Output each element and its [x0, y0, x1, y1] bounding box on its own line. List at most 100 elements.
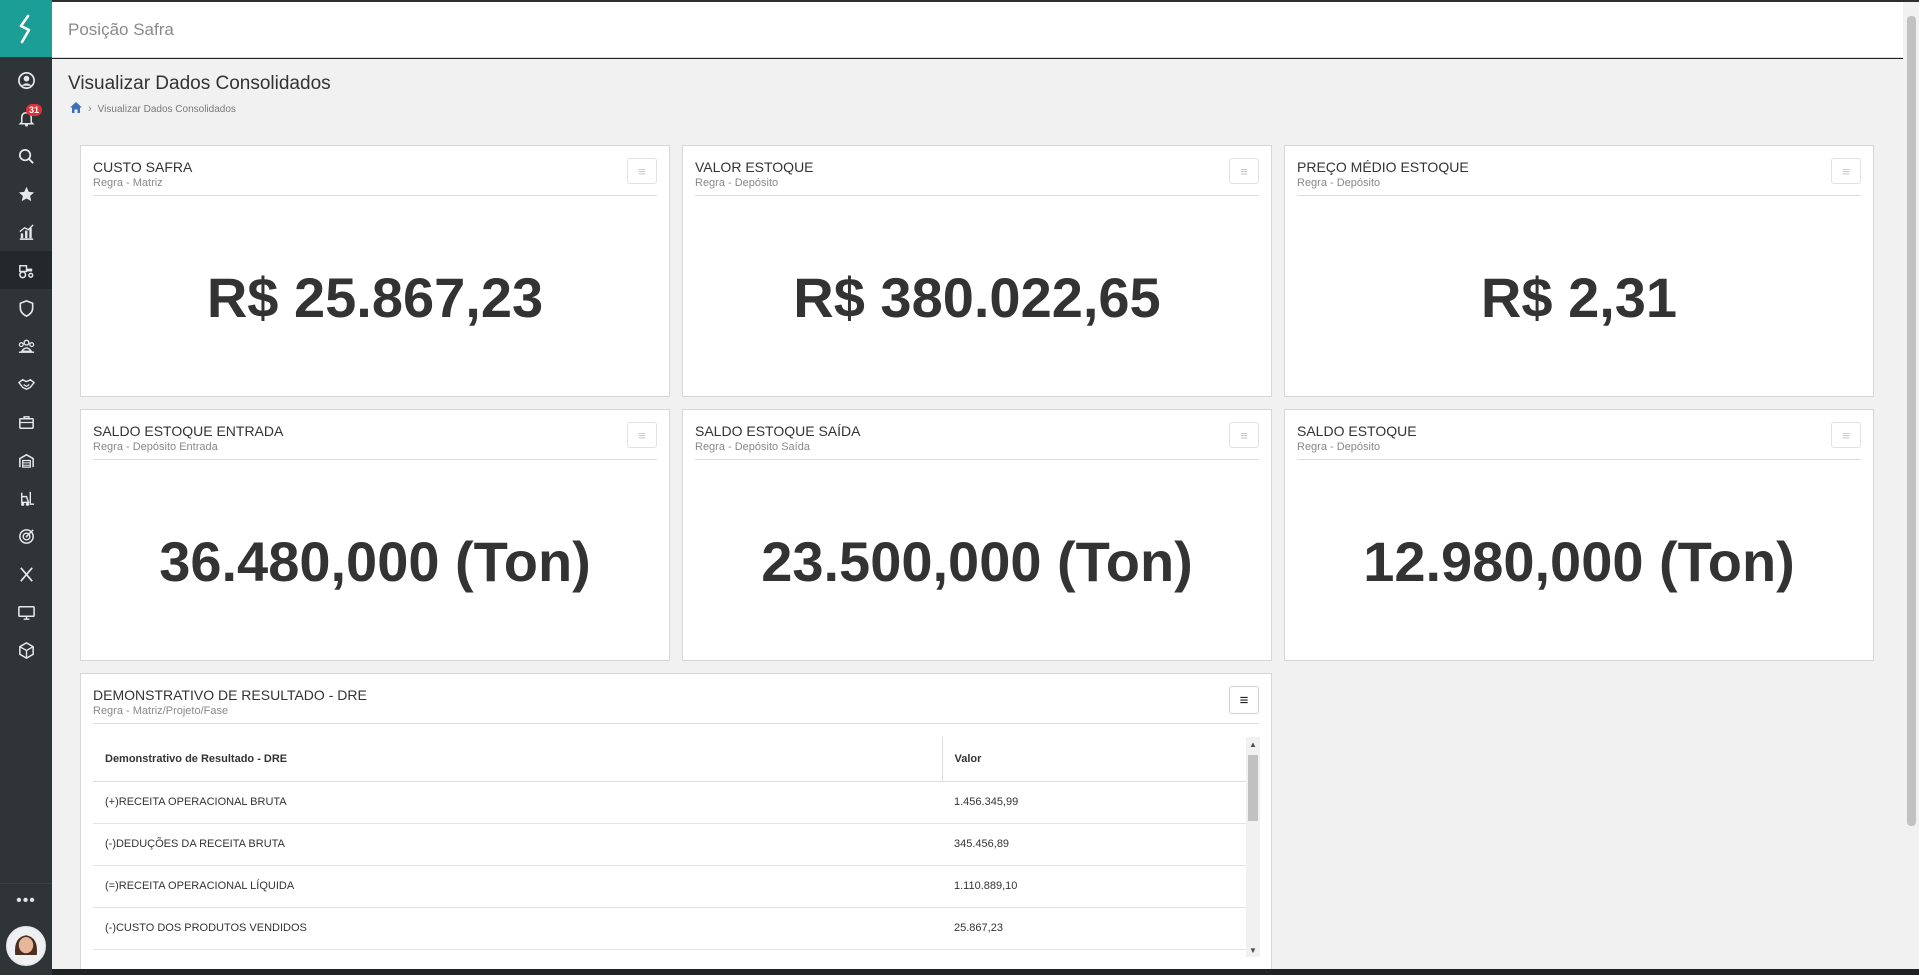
card-value: R$ 25.867,23: [206, 266, 544, 329]
card-title: PREÇO MÉDIO ESTOQUE: [1297, 159, 1469, 175]
sidebar-item-notifications[interactable]: 31: [0, 99, 52, 137]
card-menu-button[interactable]: ≡: [627, 422, 657, 448]
sidebar: 31: [0, 0, 52, 975]
chevron-right-icon: ›: [88, 103, 92, 115]
card-subtitle: Regra - Depósito Saída: [695, 441, 810, 453]
hamburger-icon: ≡: [1842, 163, 1850, 179]
scrollbar-thumb[interactable]: [1248, 755, 1258, 821]
home-icon[interactable]: [70, 102, 82, 116]
row-value: 1.456.345,99: [942, 781, 1250, 824]
card-value: 23.500,000 (Ton): [761, 530, 1193, 593]
sidebar-item-profile[interactable]: [0, 61, 52, 99]
sidebar-item-team[interactable]: [0, 327, 52, 365]
card-menu-button[interactable]: ≡: [1229, 686, 1259, 714]
card-title: DEMONSTRATIVO DE RESULTADO - DRE: [93, 687, 367, 703]
page-title: Visualizar Dados Consolidados: [68, 73, 331, 94]
card-title: VALOR ESTOQUE: [695, 159, 814, 175]
sidebar-item-x[interactable]: [0, 555, 52, 593]
card-title: SALDO ESTOQUE ENTRADA: [93, 423, 284, 439]
card-title: SALDO ESTOQUE SAÍDA: [695, 423, 861, 439]
card-preco-medio-estoque: PREÇO MÉDIO ESTOQUE Regra - Depósito ≡ R…: [1284, 145, 1874, 397]
card-header: PREÇO MÉDIO ESTOQUE Regra - Depósito: [1297, 158, 1861, 196]
card-menu-button[interactable]: ≡: [1831, 422, 1861, 448]
card-value: 12.980,000 (Ton): [1363, 530, 1795, 593]
sidebar-item-security[interactable]: [0, 289, 52, 327]
dre-table: Demonstrativo de Resultado - DRE Valor (…: [93, 737, 1250, 950]
brand-s-logo-icon[interactable]: [0, 0, 52, 57]
tractor-icon: [18, 264, 33, 278]
card-subtitle: Regra - Matriz/Projeto/Fase: [93, 705, 229, 717]
card-header: SALDO ESTOQUE ENTRADA Regra - Depósito E…: [93, 422, 657, 460]
sidebar-item-safra[interactable]: [0, 251, 52, 289]
main-content: Visualizar Dados Consolidados › Visualiz…: [52, 59, 1903, 969]
cube-icon: [18, 641, 34, 659]
card-subtitle: Regra - Depósito Entrada: [93, 441, 218, 453]
table-scrollbar[interactable]: ▲ ▼: [1246, 737, 1260, 957]
hamburger-icon: ≡: [1842, 427, 1850, 443]
hamburger-icon: ≡: [1240, 427, 1248, 443]
sidebar-item-favorites[interactable]: [0, 175, 52, 213]
silo-icon: [18, 453, 34, 468]
hamburger-icon: ≡: [638, 427, 646, 443]
card-menu-button[interactable]: ≡: [1229, 422, 1259, 448]
hamburger-icon: ≡: [638, 163, 646, 179]
group-icon: [18, 339, 34, 353]
row-value: 25.867,23: [942, 907, 1250, 950]
card-subtitle: Regra - Depósito: [1297, 177, 1381, 189]
handshake-icon: [17, 378, 35, 390]
dre-table-container[interactable]: Demonstrativo de Resultado - DRE Valor (…: [93, 737, 1250, 969]
card-menu-button[interactable]: ≡: [1229, 158, 1259, 184]
notification-badge: 31: [26, 104, 43, 116]
card-dre: DEMONSTRATIVO DE RESULTADO - DRE Regra -…: [80, 673, 1272, 969]
sidebar-item-contracts[interactable]: [0, 365, 52, 403]
table-row[interactable]: (-)DEDUÇÕES DA RECEITA BRUTA 345.456,89: [93, 823, 1250, 866]
sidebar-item-business[interactable]: [0, 403, 52, 441]
sidebar-item-modules[interactable]: [0, 631, 52, 669]
table-header-row: Demonstrativo de Resultado - DRE Valor: [93, 737, 1250, 782]
card-subtitle: Regra - Depósito: [1297, 441, 1381, 453]
card-value: R$ 2,31: [1480, 266, 1678, 329]
column-header[interactable]: Valor: [941, 737, 1250, 782]
window-scrollbar-thumb[interactable]: [1907, 16, 1916, 826]
window-scrollbar[interactable]: [1903, 2, 1919, 969]
chart-icon: [18, 223, 34, 240]
sidebar-item-logistics[interactable]: [0, 479, 52, 517]
sidebar-item-monitor[interactable]: [0, 593, 52, 631]
card-header: DEMONSTRATIVO DE RESULTADO - DRE Regra -…: [93, 686, 1259, 724]
breadcrumb-current: Visualizar Dados Consolidados: [97, 103, 236, 115]
hamburger-icon: ≡: [1239, 691, 1249, 709]
scroll-up-icon[interactable]: ▲: [1249, 739, 1257, 749]
sidebar-item-reports[interactable]: [0, 213, 52, 251]
card-subtitle: Regra - Matriz: [93, 177, 163, 189]
user-avatar[interactable]: [0, 917, 52, 975]
sidebar-item-goals[interactable]: [0, 517, 52, 555]
card-header: CUSTO SAFRA Regra - Matriz: [93, 158, 657, 196]
table-row[interactable]: (+)RECEITA OPERACIONAL BRUTA 1.456.345,9…: [93, 781, 1250, 824]
table-row[interactable]: (=)RECEITA OPERACIONAL LÍQUIDA 1.110.889…: [93, 865, 1250, 908]
avatar-picture: [8, 928, 44, 964]
card-saldo-estoque: SALDO ESTOQUE Regra - Depósito ≡ 12.980,…: [1284, 409, 1874, 661]
sidebar-item-search[interactable]: [0, 137, 52, 175]
card-subtitle: Regra - Depósito: [695, 177, 779, 189]
forklift-icon: [20, 491, 34, 506]
breadcrumb: › Visualizar Dados Consolidados: [70, 102, 236, 116]
card-header: SALDO ESTOQUE Regra - Depósito: [1297, 422, 1861, 460]
sidebar-item-warehouse[interactable]: [0, 441, 52, 479]
column-header[interactable]: Demonstrativo de Resultado - DRE: [93, 737, 942, 782]
shield-icon: [19, 299, 33, 317]
monitor-icon: [17, 605, 35, 620]
search-icon: [18, 148, 34, 164]
target-icon: [18, 528, 34, 544]
card-custo-safra: CUSTO SAFRA Regra - Matriz ≡ R$ 25.867,2…: [80, 145, 670, 397]
row-value: 1.110.889,10: [942, 865, 1250, 908]
row-label: (-)DEDUÇÕES DA RECEITA BRUTA: [93, 823, 942, 866]
scroll-down-icon[interactable]: ▼: [1249, 945, 1257, 955]
x-icon: [19, 566, 33, 582]
user-circle-icon: [17, 71, 35, 89]
table-row[interactable]: (-)CUSTO DOS PRODUTOS VENDIDOS 25.867,23: [93, 907, 1250, 950]
card-menu-button[interactable]: ≡: [627, 158, 657, 184]
card-menu-button[interactable]: ≡: [1831, 158, 1861, 184]
more-menu-button[interactable]: •••: [0, 883, 52, 917]
top-bar: Posição Safra: [52, 2, 1903, 58]
card-title: SALDO ESTOQUE: [1297, 423, 1417, 439]
